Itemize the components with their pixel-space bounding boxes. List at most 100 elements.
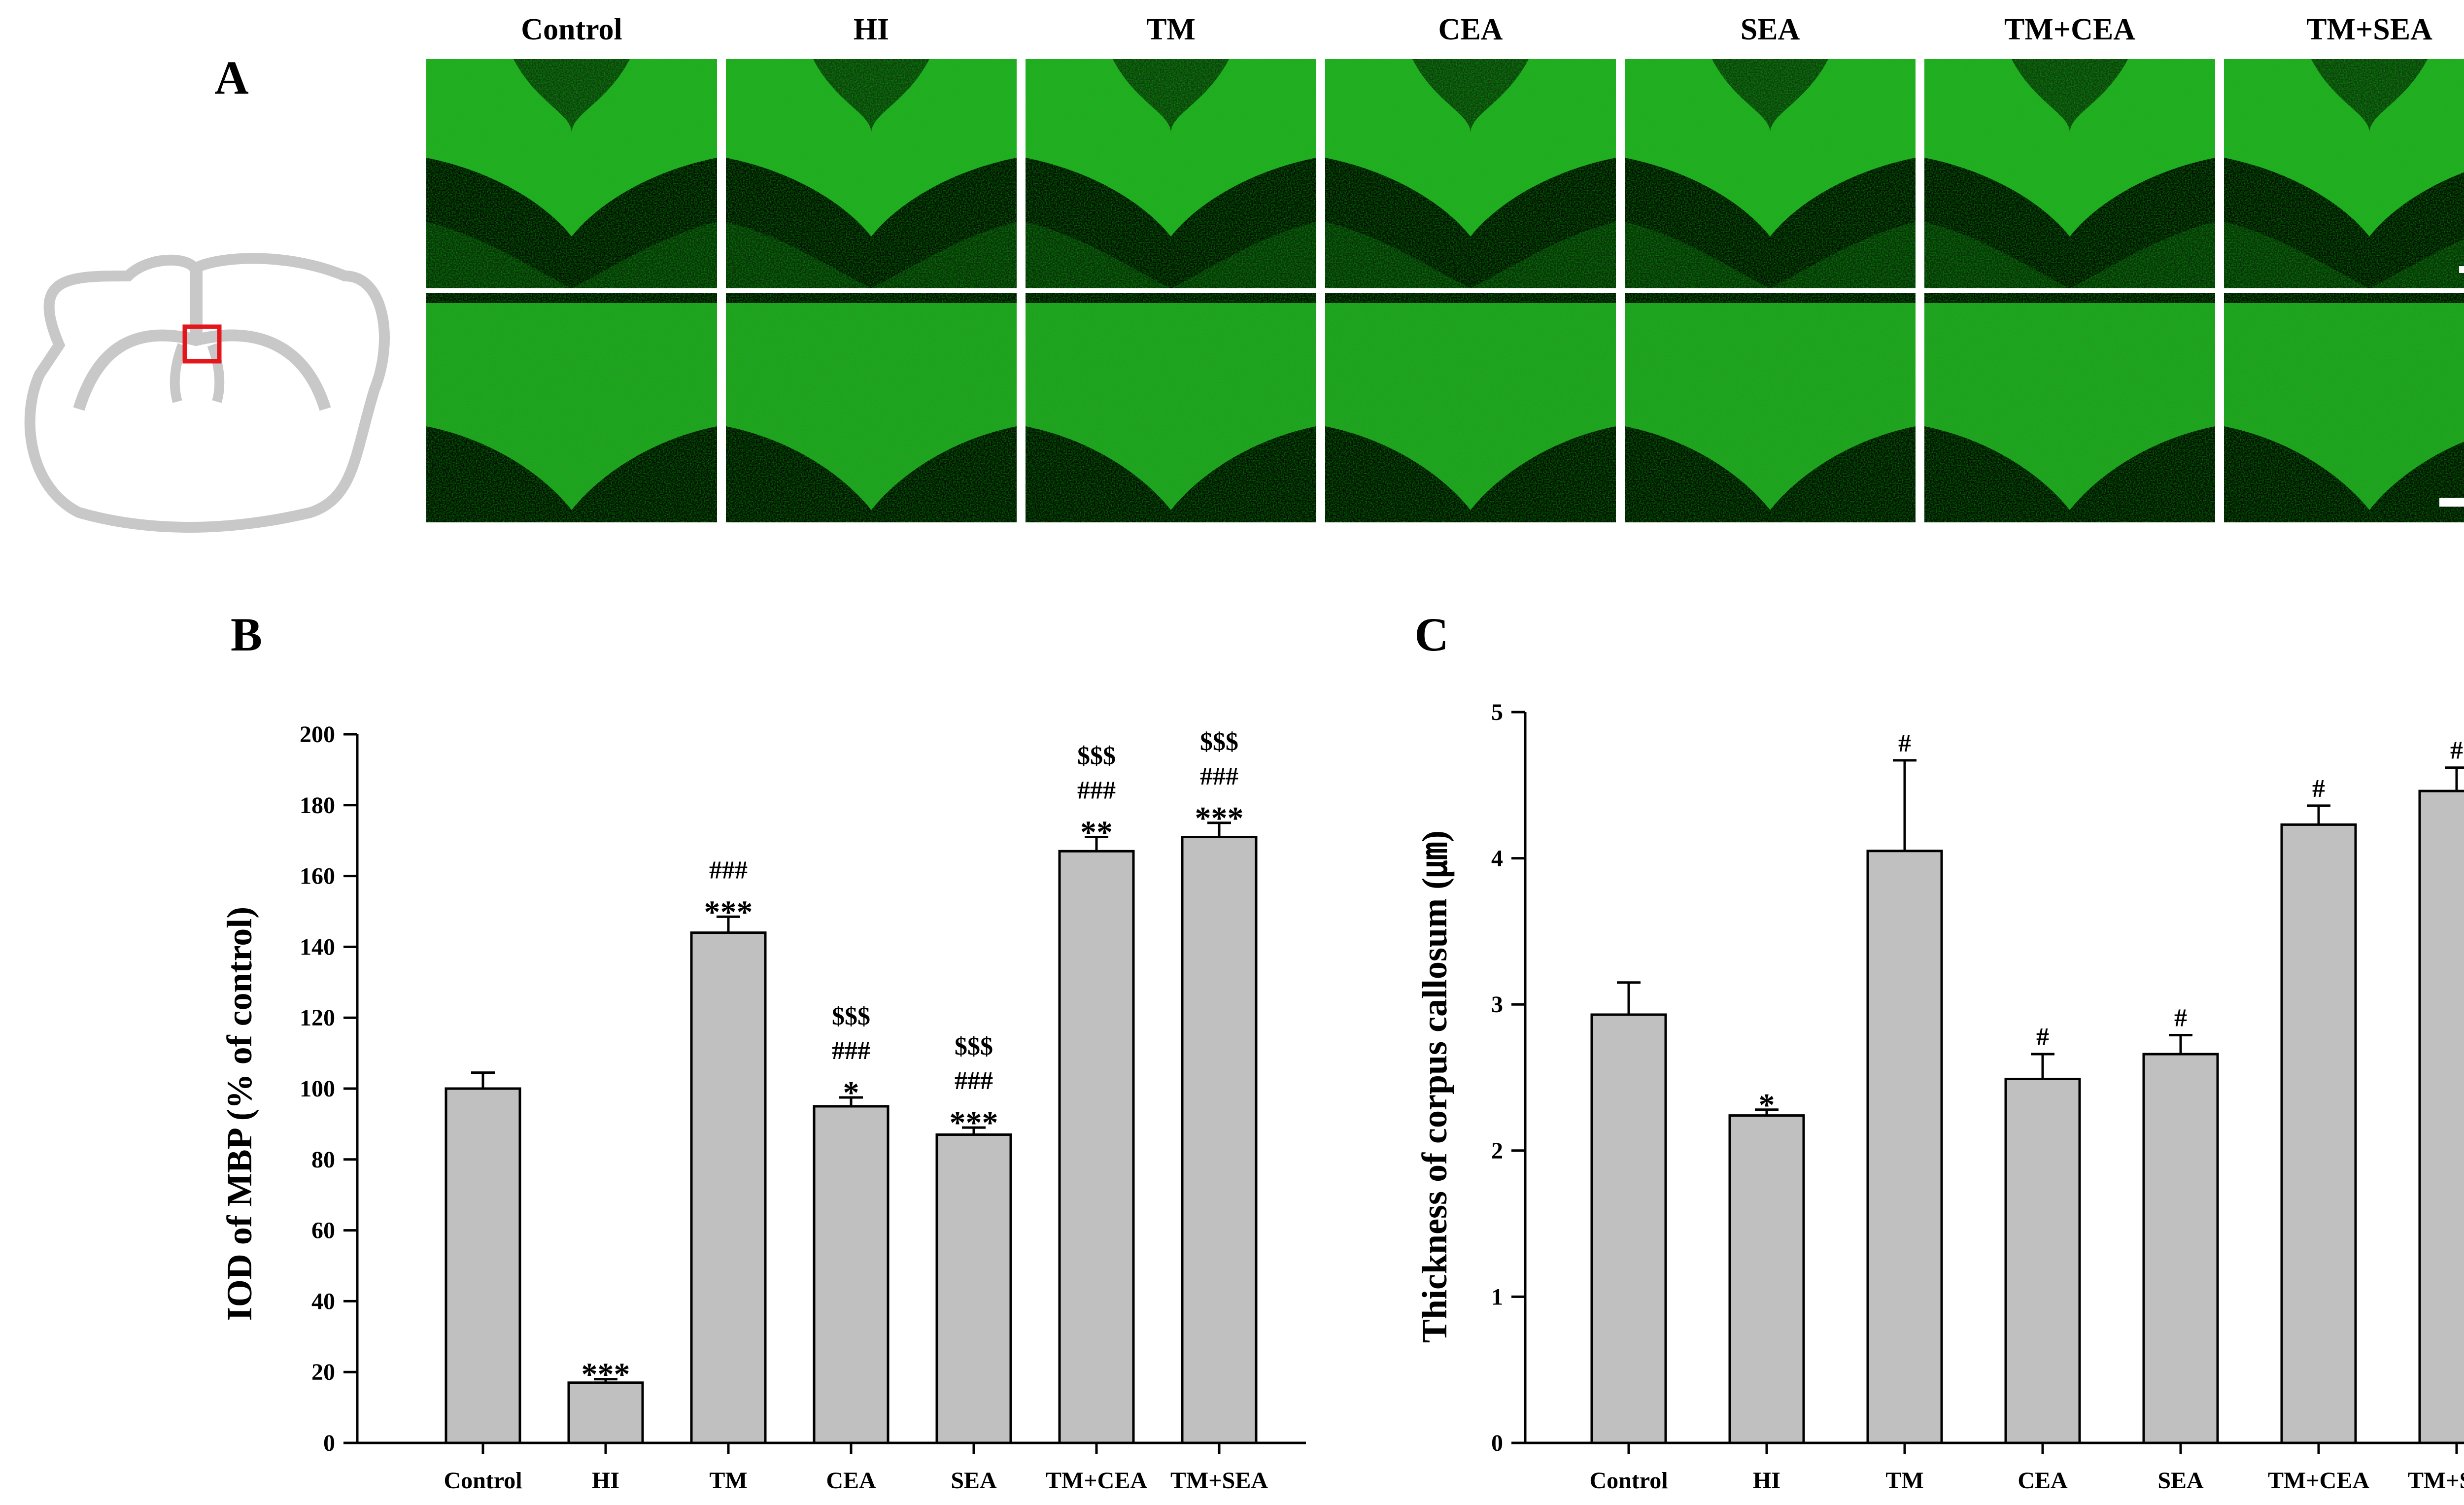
chart-c-annotation-cea-0: # xyxy=(2036,1023,2049,1051)
chart-c-xtick-label-tm-plus-sea: TM+SEA xyxy=(2408,1468,2464,1494)
chart-b-ytick-label-100: 100 xyxy=(300,1076,335,1102)
micrograph-cea-row-1 xyxy=(1325,59,1616,288)
micrograph-column-labels: Control HI TM CEA SEA TM+CEA TM+SEA xyxy=(521,13,2432,46)
micrograph-sea-row-1 xyxy=(1625,59,1916,288)
scale-bar-top xyxy=(2459,266,2464,273)
chart-b-bar-tm xyxy=(690,931,767,1444)
chart-b-errorbar-tm-plus-cea xyxy=(1085,836,1108,852)
chart-b-annotation-tm-plus-sea-2: *** xyxy=(1195,800,1244,836)
micrograph-tm-plus-cea-row-2 xyxy=(1924,293,2215,522)
chart-b-annotation-tm-plus-sea-0: $$$ xyxy=(1200,728,1238,756)
column-label-sea: SEA xyxy=(1741,13,1800,46)
chart-c-xtick-label-control: Control xyxy=(1589,1468,1668,1494)
chart-b-annotation-sea-0: $$$ xyxy=(955,1032,993,1060)
chart-c-xtick-label-hi: HI xyxy=(1753,1468,1780,1494)
chart-c-bar-sea xyxy=(2142,1053,2219,1444)
chart-b-xtick-label-tm: TM xyxy=(709,1468,747,1494)
chart-c-bar-hi xyxy=(1728,1114,1805,1444)
brain-schematic xyxy=(24,253,390,533)
chart-b-xtick-label-tm-plus-sea: TM+SEA xyxy=(1170,1468,1268,1494)
corpus-callosum-arc xyxy=(73,329,331,411)
micrograph-tm-row-1 xyxy=(1026,59,1316,288)
micrograph-grid xyxy=(426,59,2464,522)
scale-bar-bottom xyxy=(2439,498,2464,507)
chart-b-ytick-label-0: 0 xyxy=(323,1430,335,1456)
ventricle-left xyxy=(170,343,187,403)
chart-b-annotation-tm-0: ### xyxy=(709,856,748,884)
chart-b-bar-sea xyxy=(935,1133,1012,1444)
chart-c-xtick-label-cea: CEA xyxy=(2018,1468,2068,1494)
chart-c-annotation-tm-plus-sea-0: # xyxy=(2450,737,2463,765)
chart-b-annotation-tm-plus-cea-1: ### xyxy=(1077,777,1116,805)
panel-a-letter: A xyxy=(214,51,248,104)
chart-c-xtick-label-tm: TM xyxy=(1885,1468,1923,1494)
chart-b-errorbar-control xyxy=(471,1071,495,1089)
column-label-tm-plus-cea: TM+CEA xyxy=(2004,13,2135,46)
chart-b-annotation-tm-plus-cea-2: ** xyxy=(1080,815,1113,851)
chart-b-ytick-label-160: 160 xyxy=(300,863,335,889)
chart-c-errorbar-hi xyxy=(1755,1108,1779,1116)
chart-c-ytick-label-0: 0 xyxy=(1491,1430,1503,1456)
micrograph-control-row-1 xyxy=(426,59,717,288)
chart-b-annotation-tm-plus-sea-1: ### xyxy=(1200,762,1238,790)
chart-c-annotation-sea-0: # xyxy=(2174,1004,2187,1032)
micrograph-hi-row-2 xyxy=(726,293,1017,522)
chart-b-annotation-tm-plus-cea-0: $$$ xyxy=(1077,742,1116,770)
chart-c-annotation-tm-plus-cea-0: # xyxy=(2312,775,2325,803)
chart-b-annotation-sea-2: *** xyxy=(950,1105,998,1141)
micrograph-tm-plus-sea-row-1 xyxy=(2224,59,2464,288)
chart-b-xtick-label-sea: SEA xyxy=(951,1468,997,1494)
chart-c-ytick-label-4: 4 xyxy=(1491,846,1503,872)
chart-c-annotation-tm-0: # xyxy=(1898,729,1911,757)
chart-b-xtick-label-hi: HI xyxy=(592,1468,619,1494)
chart-c-errorbar-control xyxy=(1617,981,1641,1015)
chart-b-errorbar-sea xyxy=(962,1126,986,1135)
chart-b-xtick-label-tm-plus-cea: TM+CEA xyxy=(1046,1468,1147,1494)
panel-b-letter: B xyxy=(231,608,262,661)
chart-c-errorbar-sea xyxy=(2169,1033,2192,1055)
chart-b-annotation-cea-2: * xyxy=(843,1075,859,1111)
chart-b-bar-control xyxy=(445,1087,521,1444)
chart-b-ytick-label-200: 200 xyxy=(300,721,335,748)
chart-b-annotation-cea-1: ### xyxy=(832,1037,870,1065)
micrograph-hi-row-1 xyxy=(726,59,1017,288)
chart-c-xtick-label-sea: SEA xyxy=(2157,1468,2204,1494)
chart-c-bar-control xyxy=(1590,1013,1667,1444)
chart-b-bar-tm-plus-sea xyxy=(1181,836,1258,1444)
micrograph-control-row-2 xyxy=(426,293,717,522)
chart-c-bar-cea xyxy=(2004,1077,2081,1444)
chart-c-ytick-label-3: 3 xyxy=(1491,992,1503,1018)
chart-b-errorbar-hi xyxy=(594,1378,617,1383)
chart-c-xtick-label-tm-plus-cea: TM+CEA xyxy=(2268,1468,2369,1494)
chart-b-ytick-label-20: 20 xyxy=(311,1359,335,1385)
chart-b: B IOD of MBP (% of control) 0 20 40 60 80 100… xyxy=(220,608,1306,1494)
ventricle-right xyxy=(207,343,225,403)
chart-c-errorbar-tm xyxy=(1893,759,1916,851)
brain-outline xyxy=(24,253,390,533)
chart-c-ytick-label-1: 1 xyxy=(1491,1284,1503,1310)
chart-b-annotation-hi-0: *** xyxy=(582,1357,630,1393)
panel-c-letter: C xyxy=(1414,608,1448,661)
micrograph-sea-row-2 xyxy=(1625,293,1916,522)
chart-c-bar-tm-plus-cea xyxy=(2280,823,2357,1444)
chart-b-annotation-tm-1: *** xyxy=(704,894,753,930)
chart-b-xtick-label-control: Control xyxy=(444,1468,522,1494)
chart-b-bar-cea xyxy=(813,1105,890,1444)
chart-c-errorbar-tm-plus-sea xyxy=(2445,766,2464,791)
panel-a: A Control HI TM CEA SEA TM+CEA TM+SEA xyxy=(24,13,2464,533)
micrograph-tm-plus-sea-row-2 xyxy=(2224,293,2464,522)
micrograph-tm-row-2 xyxy=(1026,293,1316,522)
micrograph-cea-row-2 xyxy=(1325,293,1616,522)
chart-b-ytick-label-180: 180 xyxy=(300,792,335,819)
chart-c-ytick-label-5: 5 xyxy=(1491,699,1503,725)
chart-c-ylabel: Thickness of corpus callosum (㎛) xyxy=(1415,830,1455,1343)
column-label-tm: TM xyxy=(1146,13,1196,46)
chart-c: C Thickness of corpus callosum (㎛) 0 1 2 3 4… xyxy=(1414,608,2464,1494)
chart-c-errorbar-tm-plus-cea xyxy=(2307,804,2330,825)
chart-b-errorbar-cea xyxy=(839,1096,863,1106)
chart-b-ytick-label-60: 60 xyxy=(311,1218,335,1244)
column-label-control: Control xyxy=(521,13,622,46)
chart-b-annotation-cea-0: $$$ xyxy=(832,1002,870,1030)
chart-c-errorbar-cea xyxy=(2031,1053,2054,1079)
